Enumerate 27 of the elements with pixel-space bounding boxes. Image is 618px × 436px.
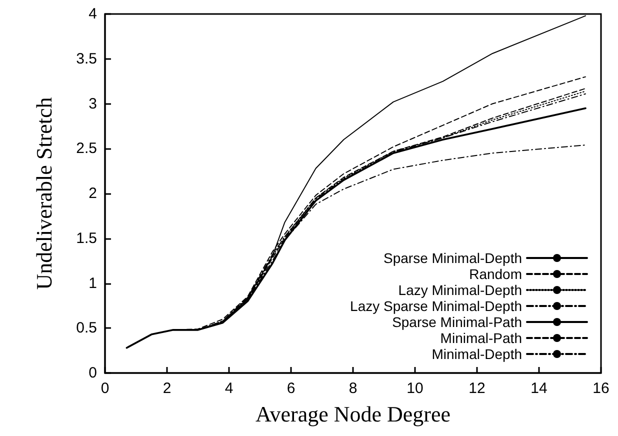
x-tick-label: 6 <box>286 380 296 397</box>
x-axis-title: Average Node Degree <box>255 402 451 426</box>
x-tick-label: 14 <box>530 380 548 397</box>
legend-label: Lazy Minimal-Depth <box>398 282 522 298</box>
y-tick-label: 0.5 <box>76 320 97 337</box>
y-tick-label: 2.5 <box>76 140 97 158</box>
y-tick-label: 3.5 <box>76 50 97 68</box>
y-tick-label: 1.5 <box>76 230 97 247</box>
y-tick-label: 3 <box>88 95 97 112</box>
legend-label: Minimal-Depth <box>432 346 522 362</box>
x-tick-label: 12 <box>468 380 486 397</box>
y-tick-label: 2 <box>88 185 97 202</box>
x-tick-label: 2 <box>162 380 172 397</box>
y-tick-label: 0 <box>88 364 97 382</box>
x-tick-label: 4 <box>224 380 234 397</box>
y-tick-label: 4 <box>88 6 97 22</box>
x-tick-label: 0 <box>100 380 110 397</box>
y-axis-title: Undeliverable Stretch <box>32 97 56 290</box>
legend-label: Sparse Minimal-Path <box>392 314 522 330</box>
legend-label: Random <box>469 266 522 282</box>
legend-label: Sparse Minimal-Depth <box>384 250 522 266</box>
legend-label: Minimal-Path <box>440 330 522 346</box>
x-tick-label: 10 <box>406 380 424 397</box>
legend-label: Lazy Sparse Minimal-Depth <box>350 298 522 314</box>
x-tick-label: 16 <box>592 380 610 397</box>
y-tick-label: 1 <box>88 274 97 292</box>
x-tick-label: 8 <box>348 380 358 397</box>
